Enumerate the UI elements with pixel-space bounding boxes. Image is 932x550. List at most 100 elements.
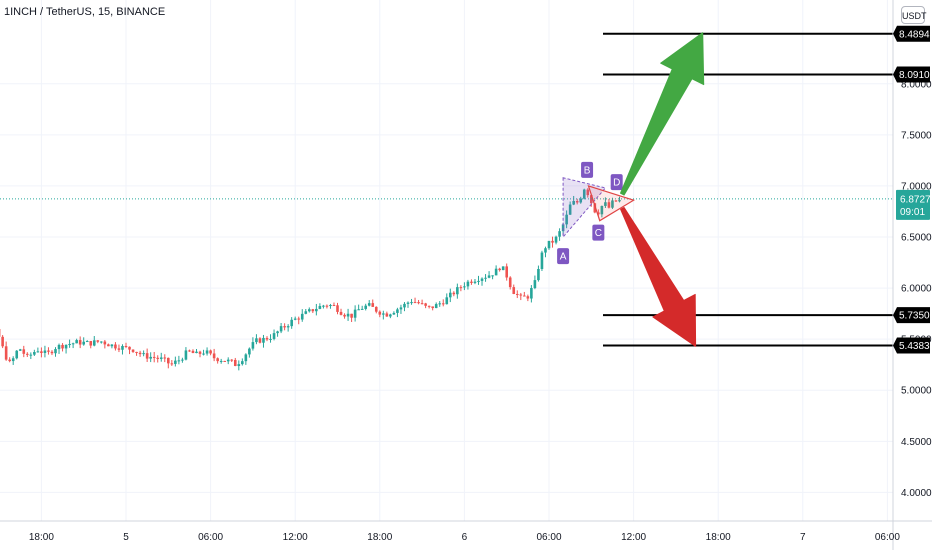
candle-body bbox=[188, 350, 191, 352]
candle-body bbox=[8, 359, 11, 362]
pattern-point-badge bbox=[581, 161, 594, 178]
candle-body bbox=[508, 277, 512, 288]
candle-body bbox=[202, 353, 205, 355]
target-price-tag: 8.4894 bbox=[893, 25, 930, 42]
candle-body bbox=[26, 353, 29, 355]
price-tick-label: 4.5000 bbox=[901, 437, 932, 448]
candle-body bbox=[336, 305, 339, 312]
candle-body bbox=[406, 302, 410, 304]
candle-body bbox=[114, 344, 117, 349]
candle-body bbox=[107, 344, 110, 347]
candle-body bbox=[216, 358, 219, 362]
candle-body bbox=[43, 350, 47, 353]
candle-body bbox=[367, 303, 371, 306]
candle-body bbox=[279, 326, 283, 332]
candle-body bbox=[54, 349, 57, 354]
candle-body bbox=[163, 357, 167, 359]
candle-body bbox=[311, 309, 315, 312]
candle-body bbox=[300, 313, 304, 320]
time-tick-label: 18:00 bbox=[367, 532, 392, 543]
candle-body bbox=[304, 311, 308, 314]
candle-body bbox=[586, 189, 590, 196]
target-price-tag-label: 8.0910 bbox=[899, 70, 930, 81]
candle-body bbox=[403, 303, 406, 308]
candle-body bbox=[219, 360, 223, 362]
candle-body bbox=[565, 214, 568, 225]
candle-body bbox=[265, 337, 269, 340]
candle-body bbox=[276, 331, 279, 334]
candle-body bbox=[195, 351, 198, 354]
candle-body bbox=[332, 305, 336, 307]
candle-body bbox=[530, 288, 533, 299]
candle-body bbox=[258, 338, 262, 343]
time-tick-label: 18:00 bbox=[706, 532, 731, 543]
candle-body bbox=[427, 305, 431, 307]
candle-body bbox=[385, 313, 389, 317]
candle-body bbox=[237, 364, 241, 367]
candle-body bbox=[487, 275, 491, 278]
candle-body bbox=[374, 306, 378, 312]
pattern-point-label: A bbox=[560, 252, 567, 263]
pattern-point-label: D bbox=[613, 178, 620, 189]
candle-body bbox=[71, 343, 75, 345]
candle-body bbox=[103, 341, 107, 345]
pattern-point-label: C bbox=[595, 228, 602, 239]
pattern-triangle-red bbox=[587, 185, 636, 222]
candle-body bbox=[29, 354, 33, 356]
candle-body bbox=[82, 341, 85, 345]
candle-body bbox=[272, 333, 276, 339]
candle-body bbox=[40, 351, 43, 353]
candle-body bbox=[364, 305, 367, 309]
target-price-tag-label: 5.4383 bbox=[899, 341, 930, 352]
candle-body bbox=[241, 361, 244, 365]
candle-body bbox=[131, 349, 135, 352]
candle-body bbox=[142, 353, 145, 355]
candle-body bbox=[410, 302, 413, 304]
candle-body bbox=[22, 349, 26, 354]
target-price-tag: 5.7350 bbox=[893, 307, 930, 324]
candle-body bbox=[57, 344, 61, 350]
candle-body bbox=[484, 277, 487, 279]
price-tags: 8.4894 8.0910 5.7350 5.4383 6.8727 09:01 bbox=[893, 25, 931, 354]
candle-body bbox=[89, 341, 93, 346]
candle-body bbox=[121, 345, 124, 350]
candle-body bbox=[568, 204, 572, 215]
target-price-tag-bg bbox=[893, 66, 930, 83]
candle-body bbox=[477, 280, 480, 282]
candle-body bbox=[212, 353, 216, 359]
candle-body bbox=[357, 309, 360, 311]
candle-body bbox=[297, 318, 301, 320]
symbol-title: 1INCH / TetherUS, 15, BINANCE bbox=[4, 6, 166, 18]
candle-body bbox=[18, 349, 22, 351]
candle-body bbox=[498, 268, 501, 271]
candle-body bbox=[198, 351, 202, 354]
candle-body bbox=[558, 231, 561, 237]
candle-body bbox=[353, 309, 357, 318]
candle-body bbox=[371, 303, 375, 307]
currency-button[interactable]: USDT bbox=[901, 6, 927, 24]
candle-body bbox=[544, 248, 547, 253]
candle-body bbox=[604, 202, 607, 206]
candle-body bbox=[494, 268, 498, 276]
candle-body bbox=[441, 303, 445, 305]
candle-body bbox=[68, 344, 71, 346]
candle-body bbox=[117, 348, 121, 350]
bullish-arrow bbox=[620, 32, 705, 196]
candle-body bbox=[50, 351, 54, 354]
candle-body bbox=[611, 200, 614, 208]
candle-body bbox=[230, 359, 234, 361]
candle-body bbox=[540, 252, 544, 270]
candle-body bbox=[523, 295, 526, 297]
time-tick-label: 5 bbox=[123, 532, 129, 543]
candle-body bbox=[491, 275, 494, 277]
target-price-tag-bg bbox=[893, 307, 930, 324]
candle-body bbox=[449, 292, 452, 298]
candle-body bbox=[343, 314, 346, 317]
candle-body bbox=[554, 236, 558, 243]
chart-grid bbox=[0, 0, 893, 521]
candle-body bbox=[614, 200, 618, 202]
time-tick-label: 12:00 bbox=[283, 532, 308, 543]
pattern-point-badge bbox=[557, 248, 570, 265]
time-tick-label: 7 bbox=[800, 532, 806, 543]
